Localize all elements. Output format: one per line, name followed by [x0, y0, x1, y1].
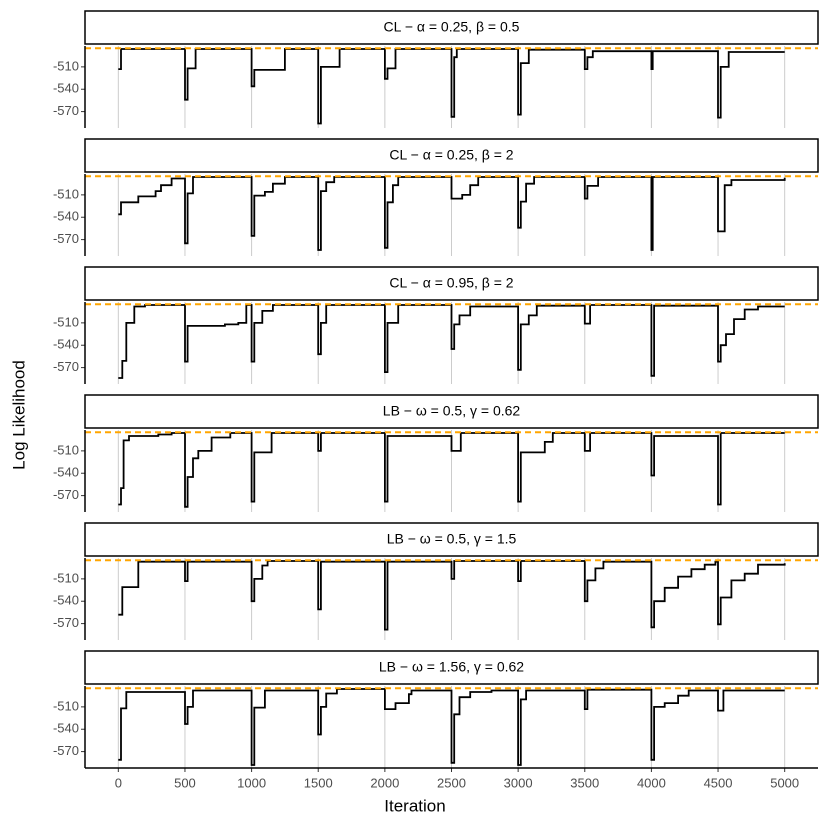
likelihood-line [118, 560, 786, 631]
x-tick-label: 500 [174, 775, 196, 790]
y-tick-label: -540 [53, 465, 79, 480]
likelihood-line [118, 432, 785, 508]
x-axis-label: Iteration [384, 796, 445, 815]
facet-strip [84, 522, 819, 557]
facet-strip [84, 266, 819, 301]
x-tick-label: 0 [115, 775, 122, 790]
y-tick-label: -510 [53, 698, 79, 713]
likelihood-line [118, 48, 785, 125]
likelihood-line [118, 304, 785, 379]
x-tick-label: 4500 [704, 775, 733, 790]
x-tick-label: 5000 [770, 775, 799, 790]
x-tick-label: 3500 [570, 775, 599, 790]
likelihood-line [118, 176, 786, 251]
likelihood-line [118, 688, 785, 766]
y-tick-label: -510 [53, 58, 79, 73]
facet-strip [84, 138, 819, 173]
facet-title: LB − ω = 0.5, γ = 0.62 [383, 403, 521, 419]
y-tick-label: -570 [53, 231, 79, 246]
facet-title: LB − ω = 0.5, γ = 1.5 [387, 531, 517, 547]
y-tick-label: -510 [53, 442, 79, 457]
y-tick-label: -510 [53, 314, 79, 329]
y-tick-label: -570 [53, 743, 79, 758]
facet-title: LB − ω = 1.56, γ = 0.62 [379, 659, 524, 675]
facet-title: CL − α = 0.25, β = 2 [389, 147, 513, 163]
y-tick-label: -570 [53, 103, 79, 118]
y-tick-label: -540 [53, 81, 79, 96]
x-tick-label: 2000 [370, 775, 399, 790]
x-tick-label: 1000 [237, 775, 266, 790]
x-tick-label: 1500 [304, 775, 333, 790]
y-tick-label: -540 [53, 337, 79, 352]
facet-title: CL − α = 0.95, β = 2 [389, 275, 513, 291]
y-axis-label: Log Likelihood [9, 360, 28, 470]
x-tick-label: 4000 [637, 775, 666, 790]
y-tick-label: -570 [53, 359, 79, 374]
y-tick-label: -570 [53, 487, 79, 502]
facet-title: CL − α = 0.25, β = 0.5 [384, 19, 520, 35]
y-tick-label: -510 [53, 570, 79, 585]
x-tick-label: 2500 [437, 775, 466, 790]
x-tick-label: 3000 [504, 775, 533, 790]
y-tick-label: -540 [53, 209, 79, 224]
facet-strip [84, 394, 819, 429]
facet-strip [84, 10, 819, 45]
y-tick-label: -540 [53, 593, 79, 608]
y-tick-label: -570 [53, 615, 79, 630]
facet-strip [84, 650, 819, 685]
y-tick-label: -540 [53, 721, 79, 736]
y-tick-label: -510 [53, 186, 79, 201]
